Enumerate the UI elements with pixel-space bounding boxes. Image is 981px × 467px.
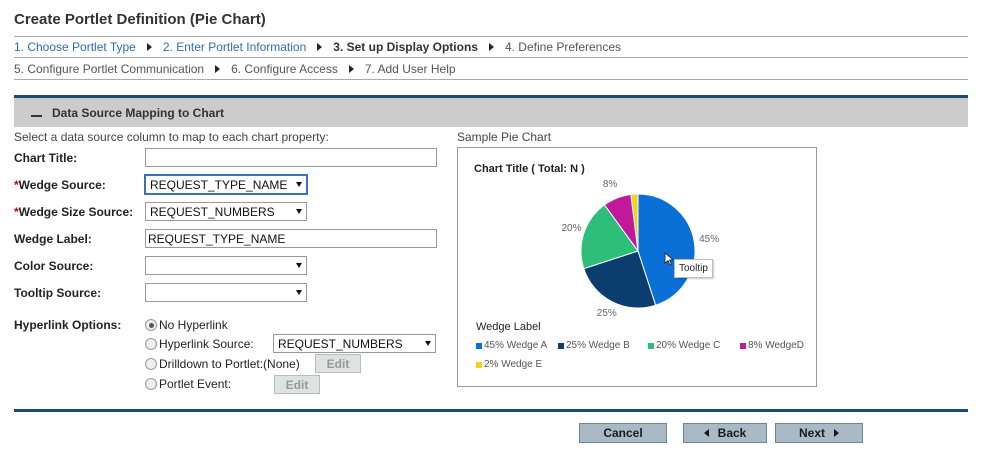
chart-title: Chart Title ( Total: N ) — [474, 163, 585, 175]
wedge-size-source-value: REQUEST_NUMBERS — [150, 204, 275, 219]
next-button-label: Next — [798, 426, 825, 440]
color-source-select[interactable] — [145, 256, 307, 275]
arrow-right-icon — [834, 429, 839, 437]
legend-title: Wedge Label — [476, 321, 541, 333]
portlet-event-edit-button[interactable]: Edit — [274, 375, 320, 394]
chevron-down-icon — [296, 182, 302, 187]
wizard-steps-row-2: 5. Configure Portlet Communication 6. Co… — [14, 58, 968, 80]
wedge-size-source-label-text: Wedge Size Source: — [18, 205, 134, 219]
radio-checked-icon[interactable] — [145, 319, 157, 331]
legend-label: 25% Wedge B — [566, 340, 630, 351]
legend-item: 25% Wedge B — [558, 340, 630, 351]
wedge-source-label: *Wedge Source: — [14, 178, 106, 192]
required-mark: * — [14, 205, 19, 219]
section-header: Data Source Mapping to Chart — [14, 95, 968, 127]
step-configure-access: 6. Configure Access — [231, 61, 338, 76]
tooltip-source-label: Tooltip Source: — [14, 286, 102, 300]
footer-divider — [14, 409, 968, 412]
drilldown-value: (None) — [263, 357, 300, 371]
step-add-user-help: 7. Add User Help — [364, 61, 456, 76]
portlet-event-option[interactable]: Portlet Event: — [145, 377, 231, 391]
wedge-label-input[interactable]: REQUEST_TYPE_NAME — [145, 229, 437, 248]
section-title: Data Source Mapping to Chart — [52, 105, 225, 120]
required-mark: * — [14, 178, 19, 192]
slice-percent-label: 20% — [561, 223, 582, 235]
wedge-label-label: Wedge Label: — [14, 232, 92, 246]
chart-title-input[interactable] — [145, 148, 437, 167]
chart-title-label: Chart Title: — [14, 151, 78, 165]
pie-slice-wedge-e[interactable] — [630, 193, 639, 252]
sample-pie-chart: Chart Title ( Total: N ) 45% 25% 20% 8% Too… — [457, 147, 817, 387]
chevron-down-icon — [296, 209, 302, 214]
chevron-down-icon — [425, 341, 431, 346]
drilldown-option[interactable]: Drilldown to Portlet: (None) — [145, 357, 300, 371]
sample-pie-chart-label: Sample Pie Chart — [457, 130, 552, 144]
wedge-source-label-text: Wedge Source: — [18, 178, 106, 192]
legend-item: 8% WedgeD — [740, 340, 804, 351]
radio-icon[interactable] — [145, 378, 157, 390]
slice-percent-label: 45% — [699, 233, 720, 245]
hyperlink-source-select[interactable]: REQUEST_NUMBERS — [273, 334, 436, 353]
radio-icon[interactable] — [145, 338, 157, 350]
no-hyperlink-label: No Hyperlink — [159, 318, 228, 332]
legend-swatch — [476, 361, 482, 368]
wedge-size-source-select[interactable]: REQUEST_NUMBERS — [145, 202, 307, 221]
chevron-down-icon — [296, 263, 302, 268]
cursor-icon — [664, 252, 675, 266]
drilldown-edit-button[interactable]: Edit — [315, 354, 361, 373]
step-arrow-icon — [317, 43, 323, 51]
step-configure-portlet-communication: 5. Configure Portlet Communication — [14, 61, 205, 76]
legend-swatch — [648, 342, 654, 349]
legend-item: 20% Wedge C — [648, 340, 720, 351]
step-arrow-icon — [146, 43, 152, 51]
next-button[interactable]: Next — [775, 423, 863, 443]
step-define-preferences: 4. Define Preferences — [504, 40, 622, 54]
hyperlink-source-option[interactable]: Hyperlink Source: — [145, 337, 254, 351]
slice-percent-label: 8% — [602, 178, 618, 190]
cancel-button[interactable]: Cancel — [579, 423, 667, 443]
hyperlink-options-label: Hyperlink Options: — [14, 318, 122, 332]
back-button[interactable]: Back — [683, 423, 767, 443]
legend-item: 45% Wedge A — [476, 340, 547, 351]
legend-item: 2% Wedge E — [476, 359, 542, 370]
color-source-label: Color Source: — [14, 259, 94, 273]
legend-label: 45% Wedge A — [484, 340, 548, 351]
arrow-left-icon — [703, 429, 709, 437]
drilldown-label: Drilldown to Portlet: — [159, 357, 264, 371]
legend-swatch — [558, 342, 564, 349]
pie-slice-wedge-b[interactable] — [583, 250, 657, 309]
chart-tooltip: Tooltip — [674, 259, 713, 278]
legend-label: 20% Wedge C — [656, 340, 721, 351]
legend-swatch — [476, 342, 482, 349]
radio-icon[interactable] — [145, 358, 157, 370]
legend-label: 8% WedgeD — [748, 340, 804, 351]
wedge-size-source-label: *Wedge Size Source: — [14, 205, 133, 219]
step-set-up-display-options: 3. Set up Display Options — [333, 40, 478, 54]
portlet-event-label: Portlet Event: — [159, 377, 232, 391]
wedge-source-value: REQUEST_TYPE_NAME — [150, 177, 288, 192]
pie-chart-svg — [580, 193, 696, 309]
step-arrow-icon — [488, 43, 494, 51]
chevron-down-icon — [296, 290, 302, 295]
slice-percent-label: 25% — [596, 308, 617, 320]
legend-swatch — [740, 342, 746, 349]
page-title: Create Portlet Definition (Pie Chart) — [14, 11, 266, 28]
back-button-label: Back — [717, 426, 747, 440]
wizard-steps-row-1: 1. Choose Portlet Type 2. Enter Portlet … — [14, 36, 968, 58]
section-instructions: Select a data source column to map to ea… — [14, 130, 329, 144]
no-hyperlink-option[interactable]: No Hyperlink — [145, 318, 228, 332]
collapse-icon[interactable] — [31, 114, 42, 117]
hyperlink-source-value: REQUEST_NUMBERS — [278, 336, 403, 351]
step-choose-portlet-type[interactable]: 1. Choose Portlet Type — [14, 40, 136, 54]
wedge-source-select[interactable]: REQUEST_TYPE_NAME — [145, 175, 307, 194]
step-arrow-icon — [215, 64, 221, 73]
step-enter-portlet-information[interactable]: 2. Enter Portlet Information — [162, 40, 307, 54]
legend-label: 2% Wedge E — [484, 359, 543, 370]
step-arrow-icon — [348, 64, 354, 73]
tooltip-source-select[interactable] — [145, 283, 307, 302]
pie-slice-wedge-c[interactable] — [580, 204, 639, 270]
hyperlink-source-label: Hyperlink Source: — [159, 337, 254, 351]
